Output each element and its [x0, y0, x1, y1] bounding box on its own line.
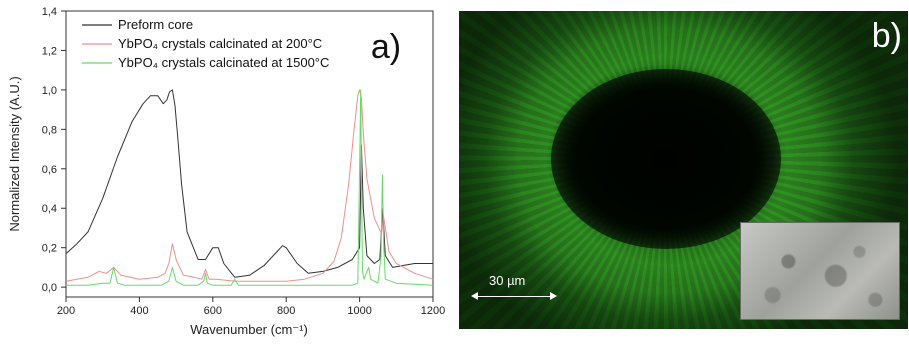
dark-core-region: [551, 69, 781, 249]
series-line-2: [65, 89, 434, 282]
legend-entry: Preform core: [118, 17, 193, 32]
axis-ticks: 200 400 600 800 1000 1200 0,0 0,2 0,4 0,6 0,8 1,0 1,…: [42, 6, 446, 317]
scale-bar-label: 30 µm: [489, 273, 526, 288]
y-tick-label: 1,0: [42, 85, 57, 97]
y-tick-label: 0,2: [42, 243, 57, 255]
inset-image: [740, 222, 900, 320]
panel-b-label: b): [871, 17, 902, 55]
panel-a-label: a): [371, 28, 401, 66]
x-axis-title: Wavenumber (cm⁻¹): [190, 322, 308, 337]
x-tick-label: 400: [130, 305, 148, 317]
x-tick-label: 600: [204, 305, 222, 317]
legend-entry: YbPO₄ crystals calcinated at 200°C: [118, 36, 322, 51]
plot-frame: [65, 10, 434, 298]
y-tick-label: 0,4: [42, 203, 57, 215]
y-tick-label: 0,0: [42, 282, 57, 294]
legend: Preform core YbPO₄ crystals calcinated at…: [82, 17, 329, 70]
microscopy-panel-b: b) 30 µm: [459, 11, 908, 329]
series-layer: [65, 89, 434, 286]
y-tick-label: 1,4: [42, 6, 57, 18]
chart-panel-a: 200 400 600 800 1000 1200 0,0 0,2 0,4 0,6 0,8 1,0 1,…: [7, 6, 446, 337]
x-tick-label: 200: [57, 305, 75, 317]
y-axis-title: Normalized Intensity (A.U.): [7, 76, 22, 231]
y-tick-label: 0,8: [42, 124, 57, 136]
series-line-3: [66, 89, 434, 286]
y-tick-label: 0,6: [42, 164, 57, 176]
legend-entry: YbPO₄ crystals calcinated at 1500°C: [118, 55, 329, 70]
x-tick-label: 1200: [421, 305, 445, 317]
x-tick-label: 1000: [347, 305, 371, 317]
series-line-1: [65, 89, 433, 278]
x-tick-label: 800: [277, 305, 295, 317]
y-tick-label: 1,2: [42, 45, 57, 57]
scale-bar: [471, 292, 557, 300]
